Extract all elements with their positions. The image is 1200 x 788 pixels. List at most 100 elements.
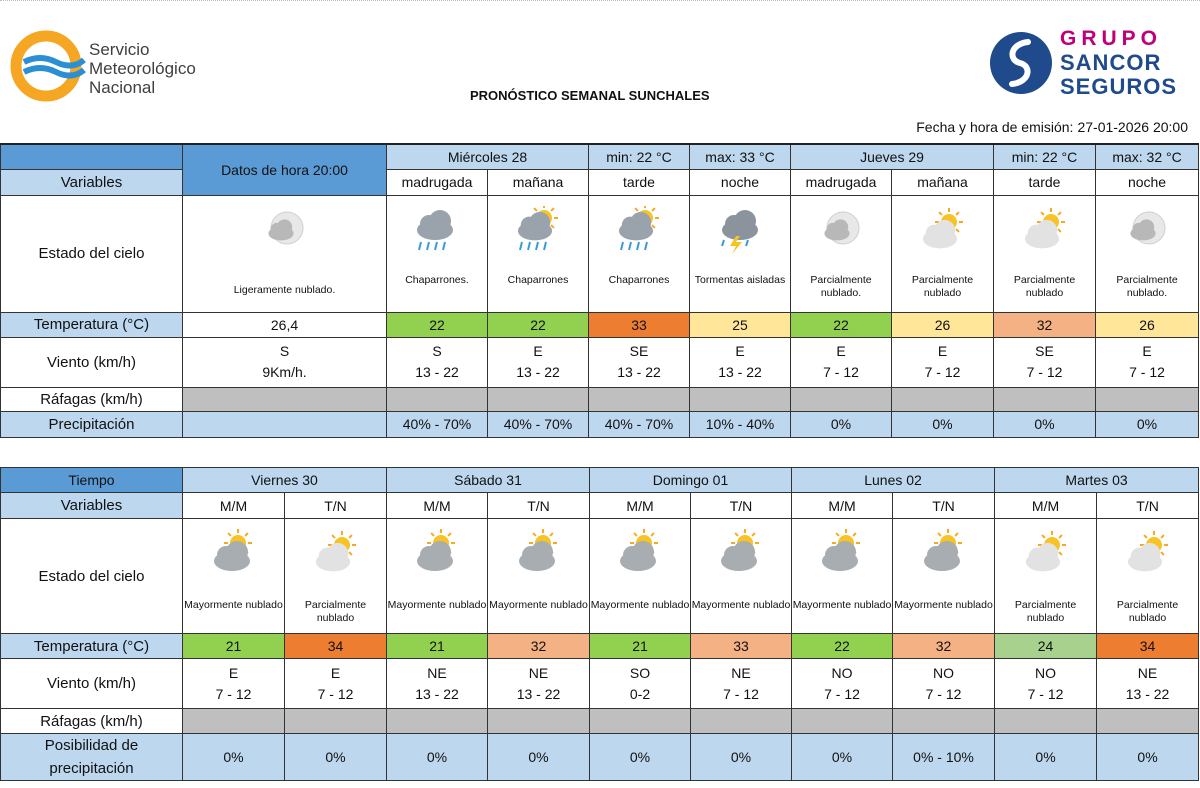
wind-cell: NO 7 - 12 <box>994 658 1098 709</box>
row-label-wind: Viento (km/h) <box>0 658 183 709</box>
precip-cell: 0% <box>790 410 892 438</box>
wind-speed: 7 - 12 <box>317 685 354 702</box>
wind-direction: NE <box>427 664 447 681</box>
period-header: noche <box>689 168 791 196</box>
sancor-name: GRUPO SANCOR SEGUROS <box>1060 27 1177 99</box>
temperature-cell: 22 <box>790 311 892 338</box>
sun-rain-icon <box>489 196 588 266</box>
temperature-cell: 32 <box>993 311 1097 338</box>
wind-cell: S 13 - 22 <box>386 336 488 388</box>
sky-cell: Parcialmente nublado <box>1096 518 1200 634</box>
current-sky-cell: Ligeramente nublado. <box>182 194 387 313</box>
variables-label: Variables <box>0 492 183 519</box>
gust-cell <box>690 708 793 734</box>
period-header: madrugada <box>790 168 892 196</box>
temperature-cell: 21 <box>589 633 692 659</box>
gust-cell <box>689 386 791 412</box>
sky-cell: Chaparrones. <box>386 194 488 313</box>
temperature-cell: 33 <box>588 311 690 338</box>
wind-speed: 7 - 12 <box>824 685 860 702</box>
wind-direction: E <box>533 343 543 359</box>
sky-description: Parcialmente nublado <box>1014 599 1077 624</box>
wind-cell: NE 13 - 22 <box>486 658 591 709</box>
wind-cell: E 7 - 12 <box>790 336 892 388</box>
period-header: T/N <box>892 492 996 519</box>
sky-description: Parcialmente nublado <box>911 273 974 299</box>
temperature-cell: 21 <box>182 633 285 659</box>
wind-cell: NO 7 - 12 <box>791 658 894 709</box>
wind-speed: 13 - 22 <box>617 364 661 380</box>
wind-cell: NO 7 - 12 <box>892 658 996 709</box>
period-header: mañana <box>487 168 589 196</box>
day-max: max: 33 °C <box>689 143 791 170</box>
wind-direction: SO <box>629 664 651 681</box>
emission-datetime: Fecha y hora de emisión: 27-01-2026 20:00 <box>912 119 1188 135</box>
smn-name-line3: Nacional <box>89 78 156 97</box>
row-label-temp: Temperatura (°C) <box>0 311 183 338</box>
sky-description: Tormentas aisladas <box>694 273 786 286</box>
forecast-table-bottom: Tiempo Viernes 30 Sábado 31 Domingo 01 Lune… <box>0 467 1200 781</box>
sky-description: Mayormente nublado <box>792 599 892 611</box>
wind-direction: E <box>937 343 948 359</box>
wind-speed: 7 - 12 <box>924 364 961 380</box>
corner-cell <box>0 143 183 170</box>
gust-cell <box>791 708 894 734</box>
wind-cell: E 7 - 12 <box>1095 336 1200 388</box>
moon-cloud-icon <box>792 196 891 266</box>
wind-cell: E 7 - 12 <box>890 336 995 388</box>
sky-description: Parcialmente nublado <box>304 599 367 624</box>
temperature-cell: 22 <box>791 633 894 659</box>
current-wind-cell: S 9Km/h. <box>182 336 387 388</box>
sky-cell: Parcialmente nublado. <box>790 194 892 313</box>
wind-speed: 0-2 <box>629 685 651 702</box>
precip-cell: 0% <box>890 410 995 438</box>
gust-cell <box>994 708 1098 734</box>
wind-direction: SE <box>1035 343 1054 359</box>
temperature-cell: 24 <box>994 633 1098 659</box>
period-header: mañana <box>890 168 995 196</box>
sky-description: Mayormente nublado <box>387 599 487 611</box>
period-header: M/M <box>791 492 894 519</box>
precip-cell: 10% - 40% <box>689 410 791 438</box>
wind-direction: E <box>330 664 341 681</box>
sky-cell: Parcialmente nublado <box>284 518 387 634</box>
sky-description: Mayormente nublado <box>184 599 283 611</box>
precip-cell: 0% <box>182 733 285 781</box>
mostly-cloudy-icon <box>894 520 994 590</box>
temperature-cell: 22 <box>487 311 589 338</box>
gust-cell <box>993 386 1097 412</box>
day-header: Lunes 02 <box>791 467 996 493</box>
wind-cell: E 7 - 12 <box>182 658 285 709</box>
sky-cell: Mayormente nublado <box>589 518 692 634</box>
sancor-line2: SANCOR <box>1060 50 1162 75</box>
precip-cell: 40% - 70% <box>588 410 690 438</box>
wind-speed: 13 - 22 <box>516 364 560 380</box>
sky-cell: Parcialmente nublado <box>890 194 995 313</box>
sun-rain-icon <box>590 196 689 266</box>
gust-cell <box>182 708 285 734</box>
temperature-cell: 33 <box>690 633 793 659</box>
temperature-cell: 21 <box>386 633 488 659</box>
emission-label: Fecha y hora de emisión: <box>916 119 1074 135</box>
wind-cell: NE 13 - 22 <box>386 658 488 709</box>
wind-direction: NE <box>528 664 549 681</box>
wind-direction: E <box>228 664 239 681</box>
precip-cell: 0% <box>486 733 591 781</box>
precip-cell: 0% <box>386 733 488 781</box>
rain-cloud-icon <box>388 196 487 266</box>
sky-cell: Tormentas aisladas <box>689 194 791 313</box>
wind-speed: 13 - 22 <box>1125 685 1170 702</box>
precip-cell <box>182 410 387 438</box>
precip-cell: 0% <box>1096 733 1200 781</box>
sancor-line1: GRUPO <box>1060 27 1163 50</box>
smn-logo-icon <box>10 30 86 102</box>
sky-description: Mayormente nublado <box>590 599 690 611</box>
period-header: noche <box>1095 168 1200 196</box>
mostly-cloudy-icon <box>388 520 487 590</box>
wind-cell: E 13 - 22 <box>487 336 589 388</box>
wind-direction: E <box>1142 343 1152 359</box>
sky-description: Chaparrones <box>608 273 670 286</box>
gust-cell <box>892 708 996 734</box>
gust-cell <box>284 708 387 734</box>
